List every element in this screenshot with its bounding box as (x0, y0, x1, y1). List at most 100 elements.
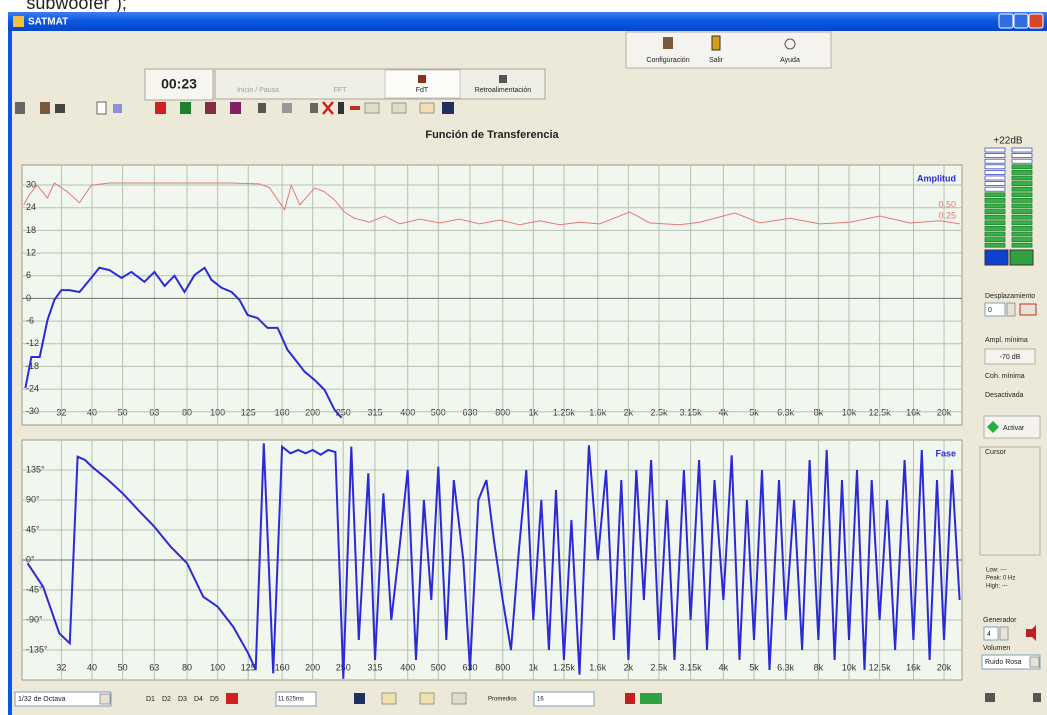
meter-segment (984, 231, 1006, 237)
tab-icon (418, 75, 426, 83)
config-button[interactable]: Configuración (646, 57, 689, 64)
tool-icon[interactable] (640, 693, 662, 704)
meter-segment (1011, 242, 1033, 248)
tool-icon[interactable] (350, 106, 360, 110)
tool-icon[interactable] (338, 102, 344, 114)
delay-input[interactable] (275, 691, 317, 707)
meter-segment (1011, 209, 1033, 215)
y2-tick-label: 0.25 (938, 210, 956, 220)
y-tick-label: 24 (26, 202, 36, 212)
y-tick-label: 6 (26, 270, 31, 280)
tool-icon[interactable] (364, 102, 380, 114)
averages-input[interactable] (533, 691, 595, 707)
preset-button[interactable]: D4 (194, 696, 203, 703)
tool-icon[interactable] (381, 692, 397, 705)
minimize-button[interactable] (998, 13, 1014, 29)
maximize-button[interactable] (1013, 13, 1029, 29)
x-tick-label: 6.3k (777, 662, 795, 672)
cursor-peak: Peak: 0 Hz (986, 576, 1015, 582)
x-tick-label: 800 (495, 662, 510, 672)
tab[interactable]: FdT (416, 87, 429, 94)
meter-segment (984, 164, 1006, 170)
meter-segment (984, 214, 1006, 220)
tool-icon[interactable] (40, 102, 50, 114)
cursor-title: Cursor (985, 449, 1007, 456)
tool-icon[interactable] (15, 102, 25, 114)
tool-icon[interactable] (205, 102, 216, 114)
dropdown-arrow[interactable] (99, 693, 111, 705)
tool-icon[interactable] (55, 104, 65, 113)
tab[interactable]: Retroalimentación (475, 87, 532, 94)
meter-segment (984, 237, 1006, 243)
activate-icon (987, 421, 999, 433)
save-icon[interactable] (354, 693, 365, 704)
signal-dropdown[interactable] (981, 654, 1041, 670)
meter-label: +22dB (993, 136, 1023, 147)
spin-button[interactable] (1006, 302, 1016, 317)
min-amplitude-value: -70 dB (1000, 354, 1021, 361)
y-tick-label: 18 (26, 225, 36, 235)
top-button-group (625, 31, 832, 69)
x-tick-label: 1k (529, 662, 539, 672)
generator-speaker[interactable] (1026, 625, 1036, 641)
tool-icon[interactable] (451, 692, 467, 705)
x-tick-label: 4k (719, 662, 729, 672)
cursor-low: Low: --- (986, 568, 1006, 574)
meter-segment (1011, 169, 1033, 175)
x-tick-label: 10k (842, 407, 857, 417)
activate-button[interactable] (983, 415, 1041, 439)
tab[interactable]: FFT (334, 87, 348, 94)
tool-icon[interactable] (625, 693, 635, 704)
y-tick-label: -18 (26, 361, 39, 371)
x-tick-label: 1.25k (553, 407, 576, 417)
meter-segment (984, 147, 1006, 153)
tool-icon[interactable] (282, 103, 292, 113)
tool-icon[interactable] (96, 101, 107, 115)
tool-icon[interactable] (419, 102, 435, 114)
x-tick-label: 800 (495, 407, 510, 417)
tool-icon[interactable] (310, 103, 318, 113)
tool-icon[interactable] (322, 101, 334, 115)
meter-segment (984, 209, 1006, 215)
x-tick-label: 12.5k (869, 662, 892, 672)
tool-icon[interactable] (113, 104, 122, 113)
tool-icon[interactable] (180, 102, 191, 114)
x-tick-label: 1.6k (589, 407, 607, 417)
data-line (26, 443, 961, 679)
cursor-high: High: --- (986, 584, 1008, 590)
legend-entry: Fase (935, 448, 956, 458)
dropdown-arrow[interactable] (1029, 656, 1040, 668)
exit-button[interactable]: Salir (709, 57, 724, 64)
preset-button[interactable]: D1 (146, 696, 155, 703)
tool-icon[interactable] (391, 102, 407, 114)
x-tick-label: 40 (87, 407, 97, 417)
tool-icon[interactable] (155, 102, 166, 114)
config-icon (663, 37, 673, 49)
x-tick-label: 125 (241, 407, 256, 417)
spin-button[interactable] (999, 626, 1009, 641)
meter-segment (984, 175, 1006, 181)
preset-button[interactable]: D3 (178, 696, 187, 703)
generator-input[interactable] (983, 626, 999, 641)
tool-icon[interactable] (442, 102, 454, 114)
offset-button[interactable] (1019, 303, 1037, 316)
exit-icon (711, 35, 721, 51)
tool-icon[interactable] (230, 102, 241, 114)
tool-icon[interactable] (419, 692, 435, 705)
preset-button[interactable]: D2 (162, 696, 171, 703)
tool-icon[interactable] (258, 103, 266, 113)
meter-segment (1011, 186, 1033, 192)
help-button[interactable]: Ayuda (780, 57, 800, 64)
nav-icon[interactable] (985, 693, 995, 702)
preset-button[interactable]: D5 (210, 696, 219, 703)
tab[interactable]: Inicio / Pausa (237, 87, 279, 94)
nav-icon[interactable] (1033, 693, 1041, 702)
offset-input[interactable] (984, 302, 1006, 317)
resolution-dropdown[interactable] (14, 691, 112, 707)
legend-entry: Amplitud (917, 173, 956, 183)
preset-icon[interactable] (226, 693, 238, 704)
x-tick-label: 32 (56, 662, 66, 672)
data-line (24, 266, 343, 419)
close-button[interactable] (1028, 13, 1044, 29)
x-tick-label: 63 (149, 407, 159, 417)
